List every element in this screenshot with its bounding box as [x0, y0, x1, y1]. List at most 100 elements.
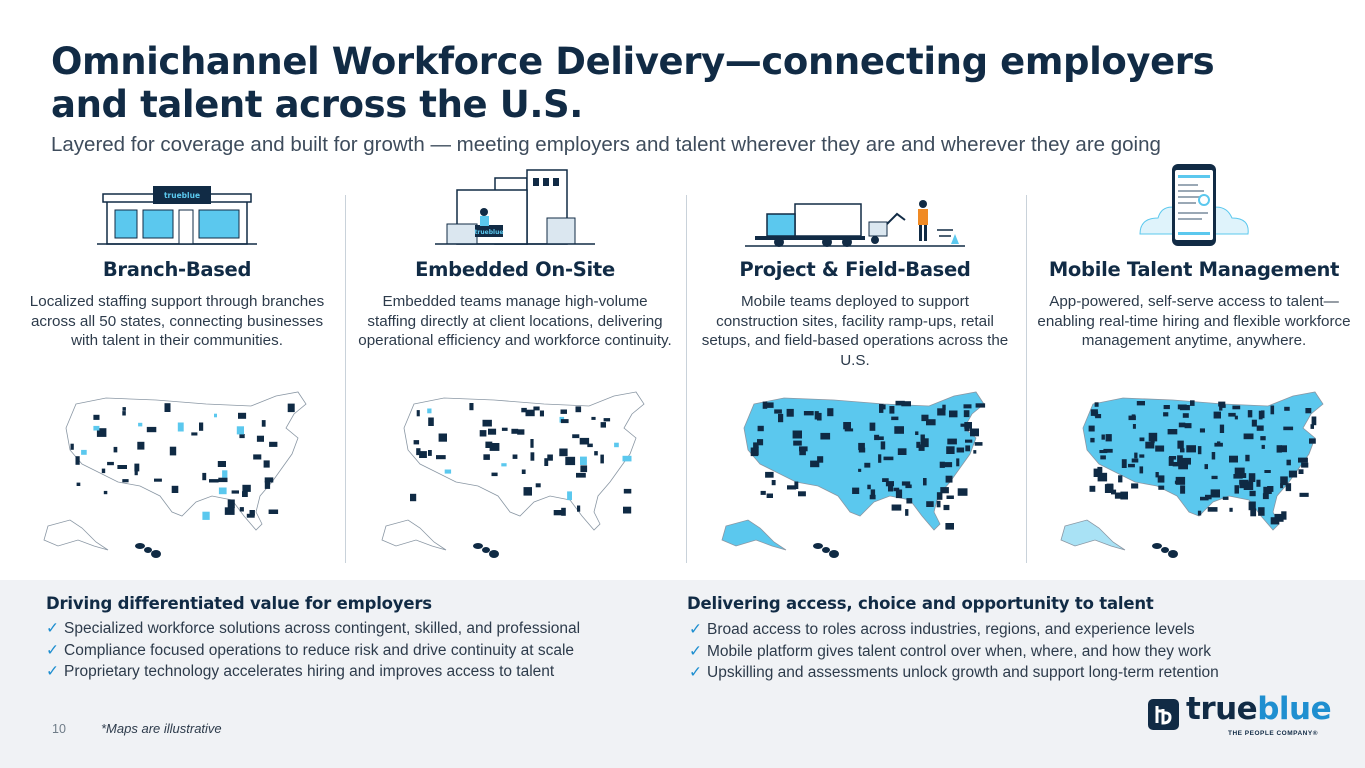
county-mark — [1167, 429, 1178, 435]
county-mark — [1219, 406, 1223, 411]
county-mark — [491, 472, 498, 477]
county-mark — [798, 491, 806, 497]
county-mark — [1248, 501, 1256, 511]
county-mark — [878, 436, 884, 440]
county-mark — [1232, 405, 1241, 410]
county-mark — [1247, 410, 1253, 418]
county-mark — [75, 456, 80, 465]
county-mark — [224, 507, 235, 515]
county-mark — [591, 416, 596, 420]
county-mark — [263, 460, 270, 468]
page-subtitle: Layered for coverage and built for growt… — [51, 133, 1161, 156]
county-mark — [1228, 412, 1236, 417]
county-mark — [882, 478, 889, 482]
mobile-app-phone-icon — [1029, 160, 1359, 250]
county-mark — [236, 426, 244, 435]
county-mark — [287, 403, 295, 413]
county-mark — [479, 430, 487, 437]
county-mark — [869, 422, 876, 431]
county-mark — [146, 426, 157, 433]
county-mark — [1281, 511, 1287, 520]
county-mark — [1280, 483, 1284, 489]
county-mark — [1100, 455, 1106, 460]
column-description: App-powered, self-serve access to talent… — [1037, 293, 1351, 349]
county-mark — [191, 432, 198, 436]
county-mark — [1177, 455, 1183, 463]
county-mark — [889, 406, 895, 414]
county-mark — [488, 428, 497, 435]
county-mark — [587, 443, 593, 448]
county-mark — [134, 463, 140, 472]
trueblue-logo: trueblue THE PEOPLE COMPANY® — [1148, 691, 1332, 741]
county-mark — [905, 509, 909, 516]
county-mark — [1270, 405, 1275, 415]
county-mark — [1134, 452, 1138, 459]
county-mark — [1131, 414, 1136, 419]
county-mark — [1094, 402, 1099, 407]
us-mainland-shape — [403, 391, 645, 531]
county-mark — [416, 410, 420, 417]
county-mark — [915, 431, 919, 435]
storefront-sign: trueblue — [164, 191, 200, 200]
county-mark — [1310, 424, 1314, 429]
county-mark — [963, 404, 972, 409]
county-mark — [560, 409, 567, 414]
county-mark — [511, 428, 519, 434]
county-mark — [921, 414, 929, 422]
county-mark — [122, 479, 129, 483]
alaska-shape — [43, 519, 109, 551]
county-mark — [1219, 424, 1225, 433]
county-mark — [122, 407, 126, 411]
county-mark — [894, 426, 904, 434]
county-mark — [530, 452, 535, 461]
county-mark — [1301, 462, 1309, 468]
county-mark — [239, 507, 244, 512]
county-mark — [622, 455, 632, 462]
county-mark — [858, 447, 866, 453]
county-mark — [963, 410, 970, 418]
county-mark — [792, 430, 802, 439]
hawaii-shape — [489, 550, 499, 558]
county-mark — [559, 448, 568, 457]
county-mark — [1298, 457, 1308, 463]
county-mark — [1284, 406, 1290, 411]
county-mark — [1263, 486, 1272, 494]
county-mark — [874, 434, 880, 441]
check-icon: ✓ — [689, 621, 702, 638]
county-mark — [489, 443, 500, 451]
county-mark — [93, 425, 100, 431]
county-mark — [1132, 424, 1136, 429]
county-mark — [469, 403, 474, 411]
county-mark — [427, 408, 432, 414]
county-mark — [766, 493, 773, 498]
hawaii-shape — [813, 543, 823, 549]
county-mark — [920, 438, 929, 448]
county-mark — [786, 408, 794, 417]
county-mark — [1241, 473, 1247, 478]
county-mark — [1088, 425, 1095, 432]
column-heading: Embedded On-Site — [415, 258, 615, 281]
county-mark — [103, 490, 108, 495]
county-mark — [1155, 445, 1165, 452]
county-mark — [1248, 473, 1256, 482]
county-mark — [1222, 496, 1229, 500]
check-icon: ✓ — [689, 642, 702, 660]
county-mark — [1114, 492, 1122, 499]
county-mark — [1163, 412, 1169, 417]
hawaii-shape — [1152, 543, 1162, 549]
check-icon: ✓ — [46, 620, 59, 637]
us-map-branch — [43, 391, 307, 558]
us-map-embedded — [381, 391, 645, 558]
county-mark — [227, 499, 235, 509]
county-mark — [1205, 494, 1212, 500]
county-mark — [1280, 445, 1287, 453]
county-mark — [1139, 466, 1144, 474]
county-mark — [936, 492, 943, 500]
county-mark — [544, 458, 549, 466]
county-mark — [177, 422, 184, 432]
county-mark — [553, 510, 564, 516]
county-mark — [217, 461, 226, 467]
county-mark — [93, 414, 100, 420]
county-mark — [1120, 491, 1128, 500]
county-mark — [897, 448, 907, 455]
